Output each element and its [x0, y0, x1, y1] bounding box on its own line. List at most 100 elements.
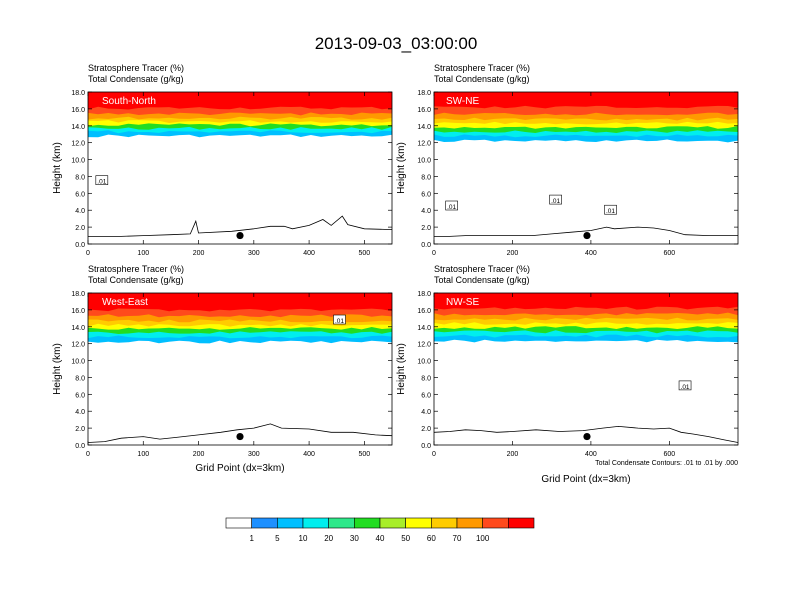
colorbar-label: 70: [453, 534, 462, 543]
contour-label: .01: [335, 318, 344, 325]
tracer-band: [434, 92, 738, 109]
colorbar-swatch: [482, 517, 509, 529]
x-axis-label: Grid Point (dx=3km): [195, 463, 284, 474]
colorbar-swatch: [328, 517, 355, 529]
colorbar-swatch: [405, 517, 432, 529]
y-tick-label: 0.0: [421, 443, 431, 450]
y-tick-label: 8.0: [421, 375, 431, 382]
contour-label: .01: [97, 179, 106, 186]
tracer-band: [88, 92, 392, 110]
plot-frame: [433, 91, 739, 245]
colorbar-swatch: [302, 517, 329, 529]
x-tick-label: 0: [86, 250, 90, 257]
colorbar-swatch: [508, 517, 535, 529]
y-tick-label: 6.0: [75, 392, 85, 399]
colorbar-label: 10: [299, 534, 308, 543]
x-tick-label: 0: [432, 250, 436, 257]
terrain-line: [88, 423, 392, 443]
y-tick-label: 6.0: [75, 191, 85, 198]
y-tick-label: 6.0: [421, 191, 431, 198]
panel-subtitle-line1: Stratosphere Tracer (%): [434, 264, 530, 274]
y-tick-label: 10.0: [71, 359, 85, 366]
y-tick-label: 8.0: [75, 174, 85, 181]
y-tick-label: 10.0: [417, 359, 431, 366]
y-tick-label: 0.0: [421, 242, 431, 249]
panel-subtitle-line1: Stratosphere Tracer (%): [88, 264, 184, 274]
panel-subtitle-line2: Total Condensate (g/kg): [88, 275, 184, 285]
y-tick-label: 18.0: [71, 291, 85, 298]
y-tick-label: 12.0: [71, 141, 85, 148]
colorbar-label: 40: [376, 534, 385, 543]
contour-label-box: [678, 380, 692, 391]
colorbar-label: 1: [249, 534, 254, 543]
location-marker: [583, 432, 591, 441]
y-tick-label: 12.0: [417, 342, 431, 349]
panel-subtitle-line1: Stratosphere Tracer (%): [88, 63, 184, 73]
colorbar-label: 30: [350, 534, 359, 543]
plot-frame: [87, 292, 393, 446]
colorbar-label: 100: [476, 534, 490, 543]
colorbar-swatch: [354, 517, 381, 529]
location-marker: [236, 231, 244, 240]
y-axis-label: Height (km): [396, 142, 407, 194]
y-tick-label: 10.0: [71, 158, 85, 165]
x-tick-label: 200: [193, 451, 205, 458]
x-tick-label: 100: [137, 250, 149, 257]
y-tick-label: 8.0: [75, 375, 85, 382]
colorbar-swatch: [277, 517, 304, 529]
colorbar-swatch: [251, 517, 278, 529]
tracer-band: [88, 293, 392, 312]
y-tick-label: 4.0: [75, 409, 85, 416]
y-tick-label: 2.0: [75, 225, 85, 232]
y-tick-label: 4.0: [421, 409, 431, 416]
y-tick-label: 0.0: [75, 242, 85, 249]
y-tick-label: 0.0: [75, 443, 85, 450]
panel-subtitle-line1: Stratosphere Tracer (%): [434, 63, 530, 73]
plot-frame: [433, 292, 739, 446]
y-tick-label: 18.0: [417, 291, 431, 298]
y-tick-label: 18.0: [417, 90, 431, 97]
location-marker: [583, 231, 591, 240]
contour-label-box: [604, 204, 617, 215]
y-tick-label: 4.0: [421, 208, 431, 215]
panel-label: SW-NE: [446, 96, 479, 107]
x-tick-label: 100: [137, 451, 149, 458]
x-tick-label: 300: [248, 451, 260, 458]
contour-label: .01: [551, 198, 560, 205]
x-tick-label: 500: [359, 250, 371, 257]
panel-subtitle-line2: Total Condensate (g/kg): [434, 275, 530, 285]
panel-subtitle-line2: Total Condensate (g/kg): [434, 74, 530, 84]
x-tick-label: 200: [507, 250, 519, 257]
x-axis-label: Grid Point (dx=3km): [541, 474, 630, 485]
contour-label: .01: [681, 384, 690, 391]
x-tick-label: 500: [359, 451, 371, 458]
panel-west-east: Stratosphere Tracer (%) Total Condensate…: [52, 264, 393, 474]
y-tick-label: 8.0: [421, 174, 431, 181]
contour-label-box: [549, 194, 562, 205]
plot-frame: [87, 91, 393, 245]
x-tick-label: 400: [585, 250, 597, 257]
x-tick-label: 600: [664, 451, 676, 458]
colorbar-swatch: [225, 517, 252, 529]
y-tick-label: 16.0: [417, 308, 431, 315]
panel-label: NW-SE: [446, 297, 479, 308]
y-tick-label: 16.0: [417, 107, 431, 114]
colorbar-swatch: [379, 517, 406, 529]
y-tick-label: 10.0: [417, 158, 431, 165]
y-tick-label: 12.0: [71, 342, 85, 349]
x-tick-label: 200: [193, 250, 205, 257]
x-tick-label: 400: [585, 451, 597, 458]
y-tick-label: 16.0: [71, 107, 85, 114]
contour-footnote: Total Condensate Contours: .01 to .01 by…: [595, 460, 738, 467]
terrain-line: [434, 226, 738, 237]
colorbar-label: 60: [427, 534, 436, 543]
y-tick-label: 18.0: [71, 90, 85, 97]
x-tick-label: 200: [507, 451, 519, 458]
y-tick-label: 4.0: [75, 208, 85, 215]
y-tick-label: 14.0: [417, 325, 431, 332]
x-tick-label: 300: [248, 250, 260, 257]
terrain-line: [88, 215, 392, 237]
terrain-line: [434, 425, 738, 443]
x-tick-label: 0: [432, 451, 436, 458]
y-axis-label: Height (km): [52, 142, 63, 194]
